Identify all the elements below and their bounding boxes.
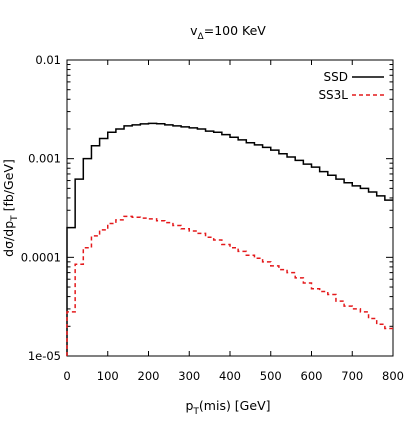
x-tick-label: 100 xyxy=(97,369,119,383)
chart-title: vΔ=100 KeV xyxy=(190,23,266,42)
x-tick-label: 500 xyxy=(260,369,282,383)
y-axis-title-main: dσ/dp xyxy=(1,221,16,257)
series-layer xyxy=(66,122,393,356)
y-axis-title-sub: T xyxy=(10,215,20,222)
x-axis-title-sub: T xyxy=(192,407,199,417)
legend: SSD SS3L xyxy=(318,70,384,102)
x-tick-label: 300 xyxy=(178,369,200,383)
x-tick-label: 700 xyxy=(341,369,363,383)
x-axis-title-rest: (mis) [GeV] xyxy=(199,398,271,413)
y-tick-label: 0.0001 xyxy=(21,250,61,264)
y-axis-title-rest: [fb/GeV] xyxy=(1,159,16,215)
series-line-ssd xyxy=(66,122,393,356)
x-axis-ticks: 0 100 200 300 400 500 600 700 800 xyxy=(63,60,404,383)
x-tick-label: 800 xyxy=(382,369,404,383)
y-axis-title: dσ/dpT [fb/GeV] xyxy=(1,159,20,257)
y-axis-ticks: 1e-05 0.0001 0.001 0.01 xyxy=(21,53,393,363)
x-axis-title: pT(mis) [GeV] xyxy=(185,398,270,417)
chart-title-rest: =100 KeV xyxy=(204,23,267,38)
chart-title-main: v xyxy=(190,23,198,38)
x-tick-label: 400 xyxy=(219,369,241,383)
y-tick-label: 0.001 xyxy=(28,152,61,166)
y-tick-label: 0.01 xyxy=(35,53,61,67)
chart-title-sub: Δ xyxy=(198,32,205,42)
legend-label-ssd: SSD xyxy=(324,70,348,84)
x-tick-label: 600 xyxy=(301,369,323,383)
x-axis-title-main: p xyxy=(185,398,193,413)
x-tick-label: 200 xyxy=(138,369,160,383)
x-tick-label: 0 xyxy=(63,369,70,383)
plot-frame xyxy=(66,59,394,357)
series-line-ss3l xyxy=(66,215,393,356)
y-tick-label: 1e-05 xyxy=(28,349,61,363)
legend-label-ss3l: SS3L xyxy=(318,88,348,102)
